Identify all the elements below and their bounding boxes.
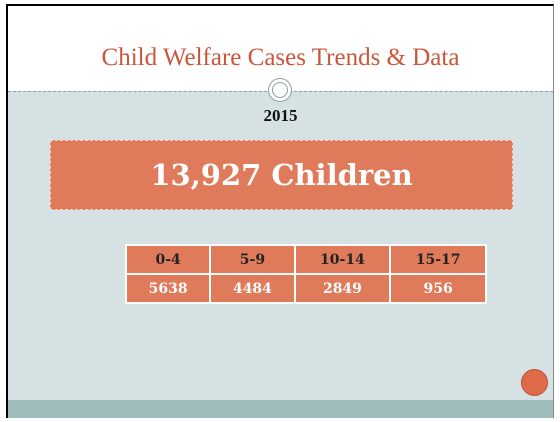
title-area: [8, 6, 553, 91]
slide: Child Welfare Cases Trends & Data 2015 1…: [6, 4, 554, 418]
header-cell: 0-4: [124, 244, 212, 275]
title: Child Welfare Cases Trends & Data: [101, 44, 460, 71]
decoration-dot: [521, 369, 548, 396]
header-cell: 15-17: [389, 244, 487, 275]
divider-ornament: [268, 78, 292, 102]
cell: 5638: [124, 273, 212, 304]
year: 2015: [263, 106, 298, 125]
footer-bar: [8, 400, 553, 418]
header-cell: 10-14: [293, 244, 392, 275]
headline: 13,927 Children: [50, 140, 513, 210]
age-table: 0-4 5-9 10-14 15-17 5638 4484 2849 956: [124, 244, 487, 304]
cell: 956: [389, 273, 487, 304]
cell: 4484: [209, 273, 296, 304]
data-row: 5638 4484 2849 956: [124, 273, 487, 304]
cell: 2849: [293, 273, 392, 304]
header-row: 0-4 5-9 10-14 15-17: [124, 244, 487, 275]
header-cell: 5-9: [209, 244, 296, 275]
